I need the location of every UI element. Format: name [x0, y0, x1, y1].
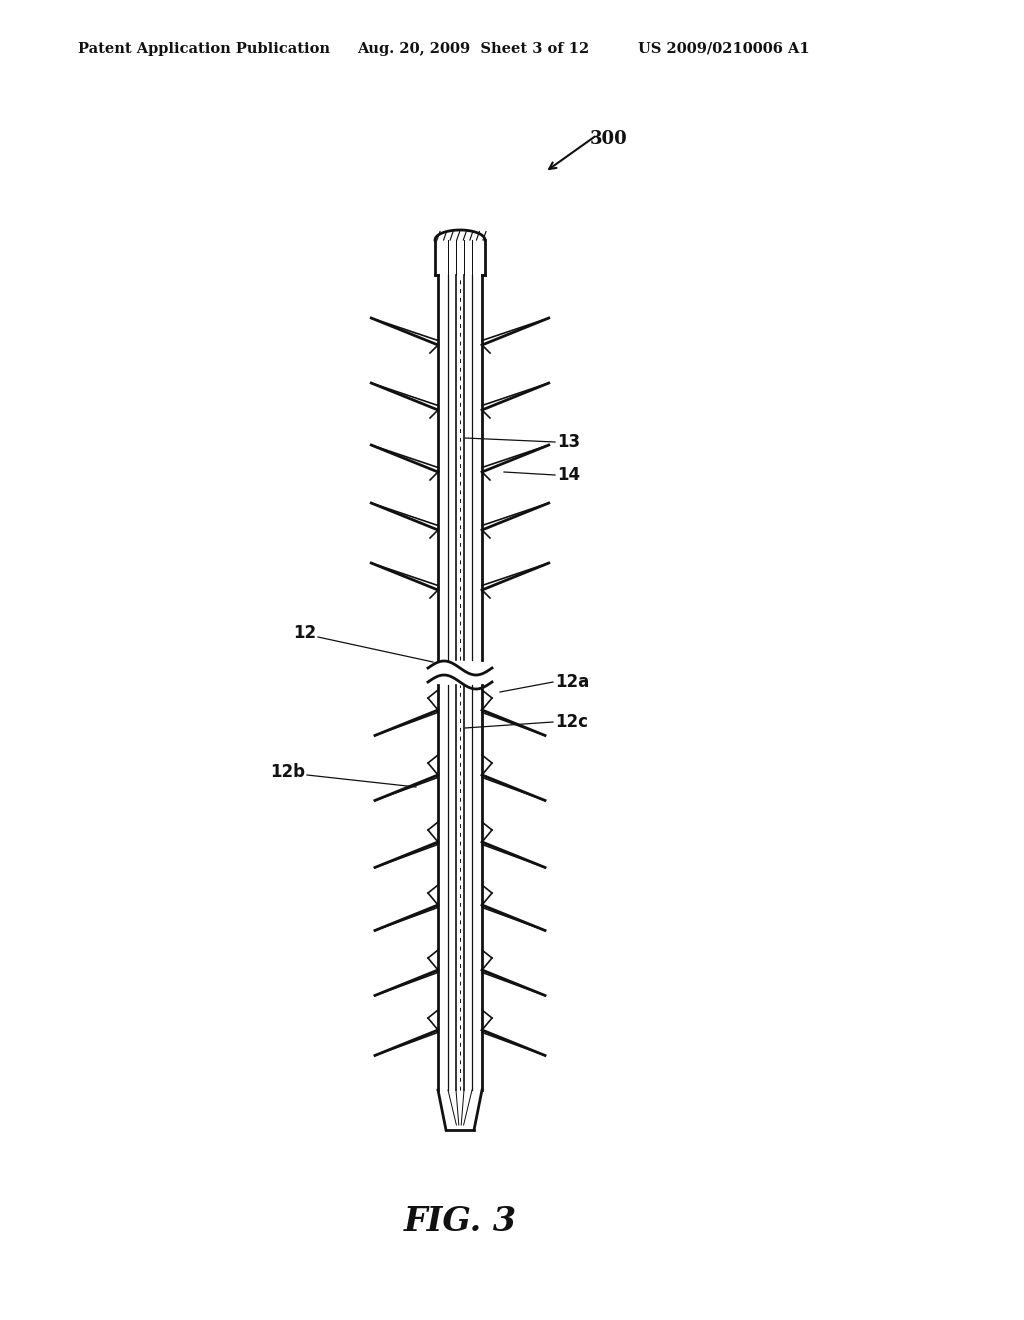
- Text: 12: 12: [293, 624, 316, 642]
- Text: 12c: 12c: [555, 713, 588, 731]
- Text: 12a: 12a: [555, 673, 589, 690]
- Text: 12b: 12b: [270, 763, 305, 781]
- Text: FIG. 3: FIG. 3: [403, 1205, 516, 1238]
- Text: 300: 300: [590, 129, 628, 148]
- Text: Patent Application Publication: Patent Application Publication: [78, 42, 330, 55]
- Text: US 2009/0210006 A1: US 2009/0210006 A1: [638, 42, 810, 55]
- Text: 14: 14: [557, 466, 581, 484]
- Text: 13: 13: [557, 433, 581, 451]
- Text: Aug. 20, 2009  Sheet 3 of 12: Aug. 20, 2009 Sheet 3 of 12: [357, 42, 589, 55]
